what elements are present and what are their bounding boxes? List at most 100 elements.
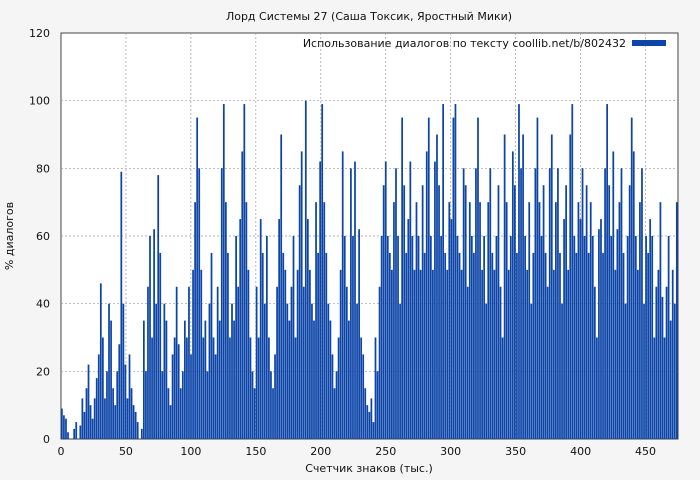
bar — [458, 252, 461, 439]
bar — [93, 398, 96, 439]
bar — [585, 185, 588, 439]
bar — [534, 168, 537, 439]
bar — [183, 320, 186, 439]
bar — [612, 151, 615, 440]
bar — [448, 202, 451, 439]
bar — [120, 171, 123, 439]
bar — [577, 202, 580, 439]
x-tick-label: 50 — [119, 445, 133, 458]
x-tick-label: 400 — [570, 445, 591, 458]
bar — [516, 252, 518, 439]
bar — [317, 252, 319, 439]
bar — [132, 405, 135, 439]
bar — [378, 286, 381, 439]
bar — [589, 202, 592, 439]
bar — [407, 219, 410, 439]
bar — [493, 269, 496, 439]
bar — [280, 134, 283, 439]
bar — [495, 236, 498, 439]
y-axis-ticks: 0 20 40 60 80 100 120 — [29, 27, 50, 446]
bar — [386, 236, 389, 439]
bar — [296, 269, 299, 439]
bar — [620, 168, 623, 439]
bar — [204, 320, 207, 439]
bar — [552, 269, 555, 439]
bar — [454, 104, 457, 440]
bar — [130, 388, 133, 439]
bar — [274, 354, 276, 439]
bar — [598, 229, 600, 439]
bar — [575, 252, 578, 439]
bar — [140, 428, 143, 439]
bar — [270, 371, 272, 439]
x-tick-label: 0 — [58, 445, 65, 458]
bar — [622, 252, 625, 439]
bar — [284, 269, 287, 439]
y-tick-label: 80 — [36, 162, 50, 175]
bar — [224, 202, 227, 439]
bar — [645, 236, 647, 439]
bar — [239, 219, 242, 439]
x-tick-label: 300 — [440, 445, 461, 458]
bar — [200, 269, 203, 439]
bar — [157, 175, 160, 439]
bar — [503, 134, 506, 439]
legend-entry-label: Использование диалогов по тексту coollib… — [303, 37, 626, 50]
x-tick-label: 100 — [180, 445, 201, 458]
bar — [321, 104, 324, 440]
bar — [237, 286, 240, 439]
bar — [487, 202, 490, 439]
bar — [376, 371, 379, 439]
bar — [651, 236, 654, 439]
bar — [655, 286, 658, 439]
bar — [425, 151, 428, 440]
bar — [563, 219, 565, 439]
bar — [329, 320, 332, 439]
bar — [311, 303, 313, 439]
bar — [388, 252, 391, 439]
bar — [300, 151, 303, 440]
bar — [401, 117, 404, 439]
bar — [128, 354, 131, 439]
bar — [368, 411, 371, 439]
bar — [415, 202, 418, 439]
bar — [360, 337, 363, 439]
x-tick-label: 450 — [635, 445, 656, 458]
bar — [602, 252, 604, 439]
bar — [181, 371, 184, 439]
bar — [108, 303, 110, 439]
bar — [175, 286, 178, 439]
bar — [393, 202, 395, 439]
bar — [532, 252, 535, 439]
bar — [626, 236, 629, 439]
bar — [313, 320, 315, 439]
bar — [473, 252, 475, 439]
bar — [241, 151, 244, 440]
bar — [530, 303, 533, 439]
bar — [171, 354, 174, 439]
bar — [294, 337, 297, 439]
bar — [409, 161, 412, 439]
bar — [341, 151, 344, 440]
bar — [278, 219, 281, 439]
bar — [606, 104, 608, 440]
bar — [112, 388, 114, 439]
bar — [544, 252, 547, 439]
bar — [102, 337, 104, 439]
bar — [91, 418, 94, 439]
bar — [667, 236, 670, 439]
bar — [272, 388, 274, 439]
bar — [637, 269, 639, 439]
bar — [73, 428, 76, 439]
bar — [231, 303, 233, 439]
bar — [542, 185, 545, 439]
bar — [372, 422, 375, 439]
bar — [354, 161, 356, 439]
bar — [229, 337, 231, 439]
bar — [522, 134, 524, 439]
bar — [608, 185, 611, 439]
bar — [169, 405, 172, 439]
bar — [331, 354, 334, 439]
bar — [444, 252, 447, 439]
bar — [288, 320, 291, 439]
